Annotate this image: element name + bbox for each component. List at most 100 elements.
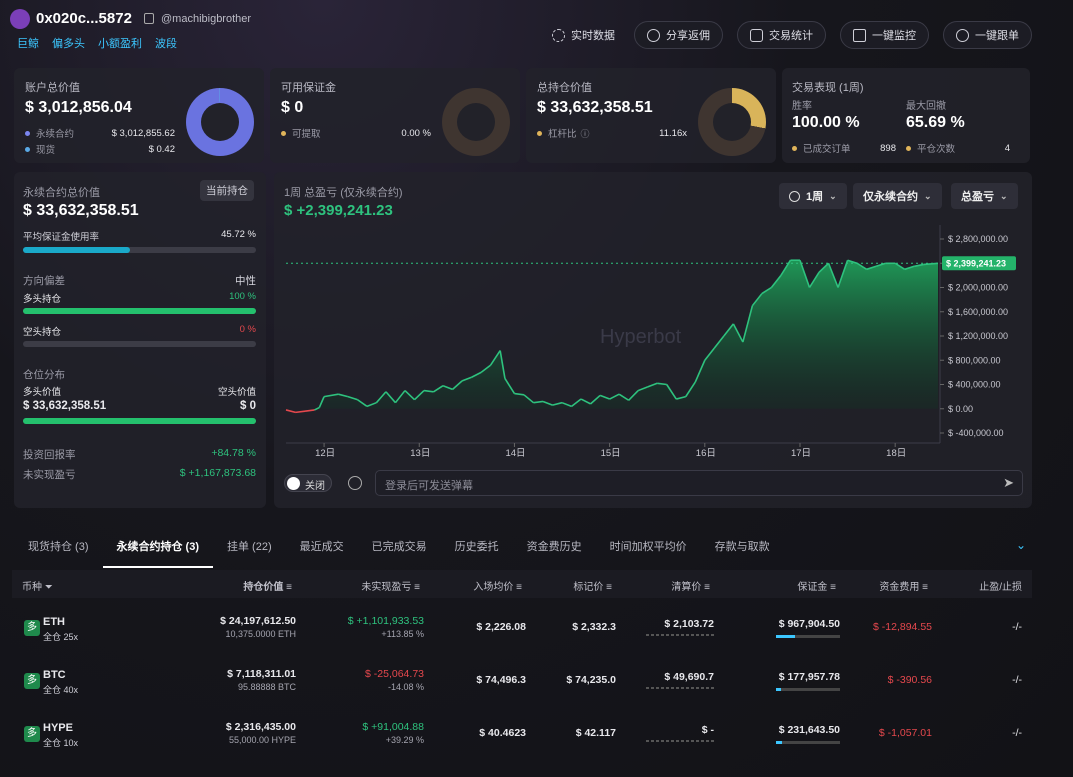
- current-value-tag: [942, 256, 1016, 271]
- danmaku-placeholder: 登录后可发送弹幕: [385, 480, 473, 492]
- scope-select[interactable]: 仅永续合约 ⌄: [853, 183, 942, 209]
- pnl-line-segment: [413, 389, 425, 401]
- leverage-value: 11.16x: [659, 127, 687, 139]
- pnl-line-segment: [904, 265, 915, 271]
- tpsl-cell[interactable]: -/-: [1012, 621, 1022, 633]
- monitor-button[interactable]: 一键监控: [840, 21, 929, 49]
- table-row[interactable]: 多 HYPE 全仓 10x $ 2,316,435.00 55,000.00 HYPE $…: [12, 706, 1032, 758]
- col-upnl[interactable]: 未实现盈亏 ≡: [361, 582, 420, 593]
- table-row[interactable]: 多 BTC 全仓 40x $ 7,118,311.01 95.88888 BTC $ -2…: [12, 653, 1032, 705]
- pnl-line-segment: [799, 259, 811, 288]
- position-value-cell: $ 24,197,612.50 10,375.0000 ETH: [220, 615, 296, 639]
- pnl-line-segment: [866, 265, 877, 271]
- card-title: 交易表现 (1周): [792, 82, 864, 94]
- short-label: 空头持仓: [23, 327, 62, 338]
- metric-select[interactable]: 总盈亏 ⌄: [951, 183, 1018, 209]
- col-coin[interactable]: 币种 ⏷: [22, 582, 53, 593]
- copy-icon[interactable]: [144, 13, 154, 24]
- tab[interactable]: 现货持仓 (3): [28, 541, 89, 553]
- margin-fill: [776, 688, 782, 691]
- pnl-line-segment: [923, 262, 939, 266]
- danmaku-input[interactable]: 登录后可发送弹幕 ➤: [375, 470, 1023, 496]
- pnl-line-segment: [323, 393, 339, 398]
- margin-usage-value: 45.72 %: [221, 229, 256, 240]
- long-value-label: 多头价值: [23, 387, 62, 398]
- collapse-chevron-icon[interactable]: ⌄: [1016, 538, 1027, 552]
- orders-row: 已成交订单 898: [792, 141, 896, 155]
- y-tick-label: $ -400,000.00: [948, 428, 1004, 438]
- spot-row: 现货 $ 0.42: [25, 142, 175, 156]
- pnl-line-segment: [318, 396, 325, 408]
- tag[interactable]: 巨鲸: [17, 38, 39, 50]
- liq-price: $ 2,103.72: [646, 618, 714, 636]
- pnl-chart[interactable]: Hyperbot $ 2,800,000.00$ 2,400,000.00$ 2…: [280, 225, 1020, 465]
- filter-icon: ⏷: [44, 582, 53, 593]
- long-label: 多头持仓: [23, 294, 62, 305]
- tpsl-cell[interactable]: -/-: [1012, 674, 1022, 686]
- chevron-down-icon: ⌄: [1000, 190, 1008, 201]
- tag[interactable]: 偏多头: [52, 38, 85, 50]
- info-icon[interactable]: ⓘ: [580, 128, 590, 139]
- period-select[interactable]: 1周 ⌄: [779, 183, 847, 209]
- share-rebate-button[interactable]: 分享返佣: [634, 21, 723, 49]
- pnl-line-segment: [561, 401, 572, 408]
- bias-value: 中性: [235, 275, 256, 287]
- pnl-line-segment: [666, 384, 677, 400]
- danmaku-toggle[interactable]: 关闭: [284, 474, 332, 492]
- col-value[interactable]: 持仓价值 ≡: [243, 582, 292, 593]
- col-margin[interactable]: 保证金 ≡: [797, 582, 836, 593]
- pnl-line-segment: [875, 262, 886, 268]
- position-card: 总持仓价值 $ 33,632,358.51 杠杆比 ⓘ 11.16x: [526, 68, 776, 163]
- coin-name[interactable]: ETH: [43, 616, 65, 628]
- pnl-line-segment: [471, 371, 482, 378]
- wallet-address: 0x020c...5872: [36, 10, 132, 27]
- avatar: [10, 9, 30, 29]
- short-value: 0 %: [239, 324, 256, 335]
- tab[interactable]: 存款与取款: [714, 541, 770, 553]
- pnl-line-segment: [685, 381, 696, 398]
- long-bar: [23, 308, 256, 314]
- settings-icon[interactable]: [348, 476, 362, 490]
- pnl-line-segment: [452, 380, 463, 390]
- leverage-row: 杠杆比 ⓘ 11.16x: [537, 126, 687, 140]
- upnl-label: 未实现盈亏: [23, 469, 76, 481]
- realtime-data-button[interactable]: 实时数据: [540, 21, 627, 49]
- drawdown-label: 最大回撤: [906, 101, 946, 112]
- table-row[interactable]: 多 ETH 全仓 25x $ 24,197,612.50 10,375.0000 ETH…: [12, 600, 1032, 652]
- tab[interactable]: 挂单 (22): [227, 541, 272, 553]
- distribution-label: 仓位分布: [23, 369, 65, 381]
- tab[interactable]: 已完成交易: [371, 541, 427, 553]
- coin-mode: 全仓 40x: [43, 685, 79, 695]
- perp-summary-panel: 永续合约总价值 当前持仓 $ 33,632,358.51 平均保证金使用率 45…: [14, 172, 266, 508]
- position-donut: [698, 88, 766, 156]
- account-value-card: 账户总价值 $ 3,012,856.04 永续合约 $ 3,012,855.62…: [14, 68, 264, 163]
- copy-trade-button[interactable]: 一键跟单: [943, 21, 1032, 49]
- current-position-button[interactable]: 当前持仓: [200, 180, 254, 201]
- pnl-line-segment: [856, 262, 868, 270]
- col-mark[interactable]: 标记价 ≡: [573, 582, 612, 593]
- spot-value: $ 0.42: [148, 143, 175, 155]
- y-tick-label: $ 1,200,000.00: [948, 331, 1008, 341]
- pnl-line-segment: [847, 259, 858, 265]
- tab[interactable]: 资金费历史: [526, 541, 582, 553]
- y-tick-label: $ 2,800,000.00: [948, 234, 1008, 244]
- pnl-line-segment: [347, 395, 358, 401]
- tag[interactable]: 波段: [155, 38, 177, 50]
- col-funding[interactable]: 资金费用 ≡: [879, 582, 928, 593]
- coin-name[interactable]: BTC: [43, 669, 66, 681]
- tag[interactable]: 小额盈利: [98, 38, 142, 50]
- tab[interactable]: 最近成交: [299, 541, 344, 553]
- col-liq[interactable]: 清算价 ≡: [671, 582, 710, 593]
- send-icon[interactable]: ➤: [1003, 475, 1014, 490]
- tpsl-cell[interactable]: -/-: [1012, 727, 1022, 739]
- trade-stats-button[interactable]: 交易统计: [737, 21, 826, 49]
- tab[interactable]: 历史委托: [454, 541, 499, 553]
- long-badge: 多: [24, 726, 40, 742]
- col-entry[interactable]: 入场均价 ≡: [473, 582, 522, 593]
- coin-name[interactable]: HYPE: [43, 722, 73, 734]
- trader-tags: 巨鲸 偏多头 小额盈利 波段: [17, 35, 177, 51]
- mark-price: $ 74,235.0: [566, 674, 616, 686]
- tab[interactable]: 永续合约持仓 (3): [102, 532, 213, 568]
- closes-row: 平仓次数 4: [906, 141, 1010, 155]
- tab[interactable]: 时间加权平均价: [609, 541, 687, 553]
